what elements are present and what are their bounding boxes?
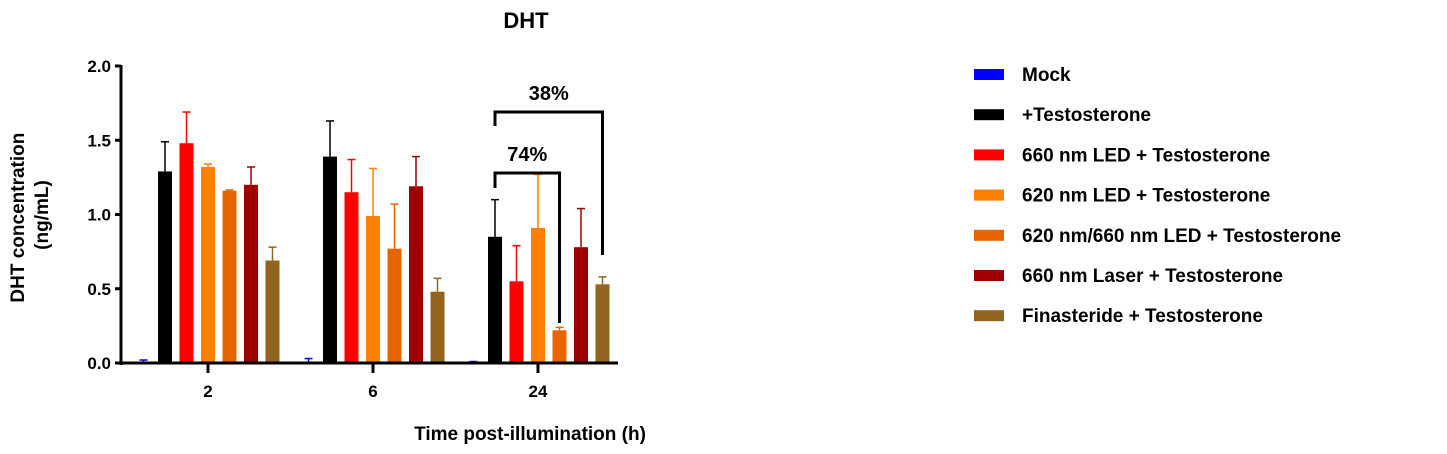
- y-axis-label: DHT concentration (ng/mL): [8, 127, 53, 302]
- bar: [531, 227, 545, 363]
- legend-swatch: [974, 310, 1004, 322]
- x-tick-label: 24: [529, 382, 548, 401]
- legend-label: 660 nm LED + Testosterone: [1022, 145, 1270, 166]
- bar: [158, 171, 172, 363]
- bar: [509, 281, 524, 363]
- bar: [366, 215, 380, 363]
- bar: [222, 190, 237, 363]
- bar: [244, 184, 258, 363]
- legend-label: Mock: [1022, 65, 1071, 86]
- y-tick-label: 0.5: [87, 280, 111, 299]
- legend-swatch: [974, 109, 1004, 121]
- legend-label: 620 nm LED + Testosterone: [1022, 186, 1270, 207]
- bar: [344, 192, 359, 363]
- significance-bracket: [493, 171, 561, 323]
- bar: [201, 166, 215, 363]
- y-axis-label-line2: (ng/mL): [32, 180, 53, 250]
- x-tick-label: 6: [368, 382, 377, 401]
- legend-swatch: [974, 270, 1004, 281]
- legend-swatch: [974, 229, 1004, 241]
- significance-bracket: [493, 110, 604, 255]
- legend-label: Finasteride + Testosterone: [1022, 306, 1263, 327]
- legend-swatch: [974, 69, 1004, 80]
- bar: [595, 284, 610, 363]
- bar: [430, 291, 445, 363]
- bar: [387, 248, 402, 363]
- legend-swatch: [974, 149, 1004, 161]
- bar: [179, 143, 194, 363]
- significance-label: 38%: [529, 83, 569, 105]
- y-axis-label-line1: DHT concentration: [8, 133, 29, 303]
- chart-title: DHT: [503, 8, 549, 33]
- significance-label: 74%: [507, 144, 547, 166]
- bar: [323, 156, 337, 363]
- y-tick-label: 0.0: [87, 354, 111, 373]
- bar: [265, 260, 280, 363]
- y-tick-label: 2.0: [87, 57, 111, 76]
- bar: [409, 186, 423, 363]
- bar: [574, 247, 588, 363]
- x-tick-label: 2: [203, 382, 212, 401]
- legend-label: +Testosterone: [1022, 105, 1151, 126]
- legend-swatch: [974, 189, 1004, 201]
- legend-label: 660 nm Laser + Testosterone: [1022, 266, 1283, 287]
- y-tick-label: 1.5: [87, 131, 111, 150]
- bar: [552, 330, 567, 363]
- bar: [488, 236, 502, 363]
- legend-label: 620 nm/660 nm LED + Testosterone: [1022, 226, 1341, 247]
- x-axis-label: Time post-illumination (h): [414, 424, 646, 445]
- y-tick-label: 1.0: [87, 206, 111, 225]
